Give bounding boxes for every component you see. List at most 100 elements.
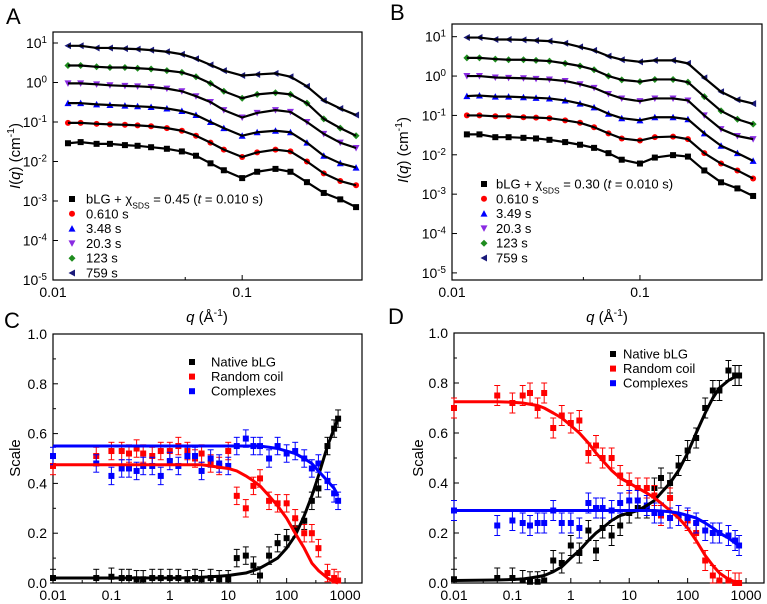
legend-item: bLG + χSDS = 0.30 (t = 0.010 s) (481, 177, 673, 196)
data-point (709, 530, 716, 536)
legend-label: bLG + χSDS = 0.45 (t = 0.010 s) (86, 192, 263, 211)
data-point (617, 472, 624, 479)
x-axis-title: q (Å-1) (586, 307, 628, 326)
data-point (283, 535, 290, 542)
legend-marker (480, 225, 488, 232)
tick-exponent: 0 (42, 74, 48, 85)
data-point (324, 570, 331, 577)
data-point (643, 485, 650, 491)
data-point (550, 557, 557, 564)
x-tick-label: 10 (621, 587, 637, 603)
data-point (198, 467, 205, 474)
data-point (567, 420, 574, 426)
fit-line (466, 36, 754, 105)
tick-exponent: 0 (441, 68, 447, 79)
y-tick-label: 101 (425, 28, 446, 45)
plot-frame (52, 31, 363, 281)
text-part: 20.3 s (86, 236, 122, 251)
data-point (651, 492, 658, 499)
fit-line (466, 94, 754, 162)
text-part: SDS (542, 186, 560, 196)
series-2 (463, 92, 757, 164)
data-point (315, 485, 322, 492)
series-2 (64, 99, 360, 171)
data-point (541, 520, 548, 526)
data-point (198, 450, 205, 457)
y-tick-label: 1.0 (429, 325, 449, 341)
series-3 (64, 80, 360, 152)
data-point (693, 520, 700, 526)
tick-base: 10 (26, 75, 42, 91)
data-point (451, 405, 457, 411)
series-0 (463, 131, 757, 199)
series-4 (64, 61, 360, 140)
data-point (526, 522, 533, 529)
data-point (658, 475, 665, 481)
legend-item: 123 s (68, 251, 118, 266)
legend-label: Complexes (623, 376, 689, 391)
data-point (301, 517, 308, 524)
text-part: (Å (194, 309, 213, 326)
legend-label: Complexes (211, 384, 277, 399)
fit-line (466, 74, 754, 141)
fit-line (466, 56, 754, 126)
data-point (509, 517, 516, 524)
x-tick-label: 0.1 (232, 284, 252, 300)
tick-exponent: 1 (42, 35, 47, 46)
legend-item: 3.49 s (480, 206, 532, 221)
plot-area (50, 409, 342, 585)
x-tick-label: 0.01 (39, 587, 66, 603)
tick-exponent: -2 (38, 153, 47, 164)
legend-marker (68, 240, 76, 247)
legend-item: 20.3 s (480, 221, 532, 236)
data-point (593, 505, 600, 511)
data-point (599, 455, 606, 461)
panel-letter: D (388, 304, 404, 329)
plot-area (64, 42, 360, 211)
tick-exponent: -5 (38, 272, 47, 283)
tick-exponent: -1 (437, 107, 446, 118)
text-part: ) (623, 309, 628, 326)
data-point (108, 472, 115, 479)
data-point (526, 390, 533, 396)
data-point (125, 465, 132, 472)
data-point (250, 562, 257, 569)
data-point (266, 497, 273, 504)
x-tick-label: 1000 (329, 587, 360, 603)
legend-item: Complexes (610, 376, 689, 391)
data-point (519, 392, 526, 399)
fit-line (53, 444, 340, 497)
series-5 (463, 34, 757, 108)
legend-item: 3.48 s (68, 221, 122, 236)
data-point (702, 557, 709, 564)
data-point (331, 575, 338, 582)
legend-item: 123 s (480, 236, 528, 251)
text-part: 0.610 s (496, 191, 539, 206)
text-part: 123 s (496, 236, 528, 251)
legend-item: Native bLG (610, 347, 688, 362)
tick-exponent: -3 (437, 186, 446, 197)
legend-label: Native bLG (623, 347, 688, 362)
tick-base: 10 (26, 35, 42, 51)
legend-marker (480, 254, 487, 262)
legend-item: 20.3 s (68, 236, 122, 251)
data-point (651, 510, 658, 516)
data-point (274, 443, 281, 450)
panel-letter: B (390, 0, 405, 25)
tick-exponent: -5 (437, 264, 446, 275)
series-0 (64, 139, 360, 211)
legend-marker (69, 196, 75, 202)
legend-item: Native bLG (189, 355, 276, 370)
legend-item: 759 s (68, 266, 118, 281)
text-part: 20.3 s (496, 221, 532, 236)
y-tick-label: 10-5 (422, 264, 447, 281)
panel-d: D 0.01 0.1 1 10 100 1000 0.0 0.2 0.4 0.6 0.8 1.0 Scal… (388, 304, 765, 603)
data-point (292, 525, 299, 532)
text-part: t (198, 192, 203, 207)
data-point (250, 482, 257, 489)
data-point (725, 532, 732, 539)
data-point (617, 522, 624, 529)
legend-item: bLG + χSDS = 0.45 (t = 0.010 s) (69, 192, 263, 211)
data-point (233, 492, 240, 499)
y-tick-label: 10-3 (422, 186, 447, 203)
